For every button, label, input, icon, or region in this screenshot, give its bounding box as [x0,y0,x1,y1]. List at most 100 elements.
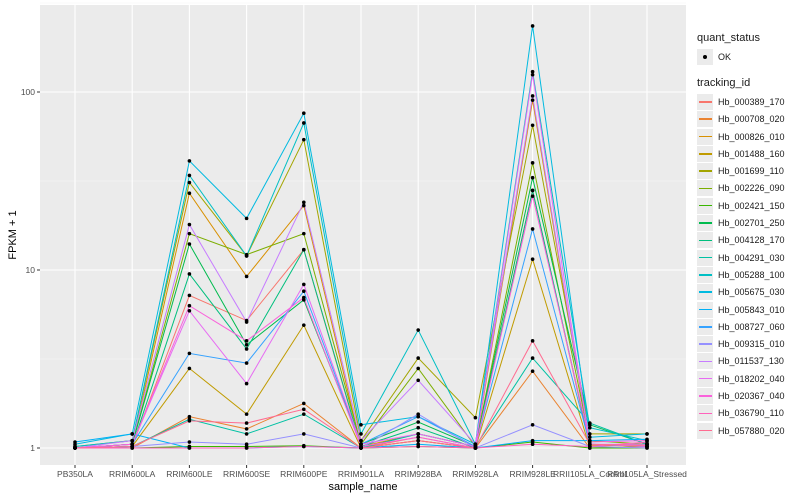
line-key-icon [698,412,712,415]
x-tick-label: RRIM928BA [395,469,443,479]
legend-item: Hb_001699_110 [697,162,785,180]
data-point [244,361,249,365]
data-point [416,444,421,449]
point-legend-title: quant_status [697,32,760,44]
data-point [416,425,421,430]
line-key-icon [698,326,712,328]
legend-item: Hb_005843_010 [697,301,785,318]
data-point [588,425,592,430]
data-point [302,295,306,300]
data-point [187,159,192,163]
plot-panel [40,5,686,465]
data-point [130,444,134,449]
legend-item: Hb_005288_100 [697,266,785,283]
data-point [244,274,249,279]
data-point [302,247,306,252]
data-point [359,423,363,427]
data-point [530,24,535,28]
data-point [244,442,249,447]
line-key-icon [698,118,712,120]
data-point [473,415,478,420]
x-axis-title: sample_name [328,481,397,493]
data-point [187,272,192,276]
line-key-icon [698,256,712,259]
line-key-icon [698,291,712,293]
data-point [130,432,134,436]
legend-item: Hb_002226_090 [697,180,785,197]
x-tick-label: RRII105LA_Control [553,469,627,479]
data-point [416,412,421,416]
data-point [645,440,649,444]
legend-item-ok: OK [697,48,785,65]
data-point [244,342,249,347]
data-point [645,443,649,448]
x-tick-label: RRIM600SE [223,469,271,479]
data-point [416,378,421,383]
data-point [244,339,249,343]
data-point [302,121,306,125]
data-point [244,421,249,425]
legend-item: Hb_000389_170 [697,93,785,110]
data-point [187,419,192,423]
line-key-icon [698,101,712,103]
x-tick-label: RRIM600PE [280,469,328,479]
line-key-icon [698,204,712,207]
data-point [302,444,306,449]
data-point [244,254,249,258]
x-tick-label: RRIM600LE [166,469,213,479]
x-tick-label: RRIM928LE [509,469,556,479]
data-point [530,339,535,343]
legend-item: Hb_057880_020 [697,422,785,439]
data-point [416,414,421,419]
legend-item: Hb_020367_040 [697,387,785,404]
data-point [530,369,535,374]
data-point [187,303,192,308]
data-point [530,72,535,77]
data-point [416,435,421,439]
data-point [302,203,306,208]
data-point [416,356,421,360]
data-point [187,191,192,196]
data-point [244,216,249,221]
data-point [302,231,306,236]
data-point [530,438,535,443]
data-point [645,432,649,436]
data-point [187,231,192,236]
y-axis-title: FPKM + 1 [7,210,19,259]
data-point [530,257,535,261]
data-point [530,98,535,102]
data-point [187,180,192,185]
data-point [187,173,192,178]
data-point [244,427,249,431]
data-point [73,440,77,444]
data-point [244,446,249,450]
line-key-icon [698,377,712,380]
data-point [187,351,192,356]
line-key-icon [698,343,712,345]
legend-item: Hb_004291_030 [697,249,785,266]
data-point [302,401,306,406]
data-point [187,293,192,298]
data-point [244,347,249,351]
y-tick-label: 100 [21,87,35,97]
data-point [187,446,192,450]
data-point [530,442,535,447]
data-point [530,356,535,360]
data-point [416,432,421,436]
legend-item: Hb_000708_020 [697,111,785,128]
x-tick-label: PB350LA [57,469,93,479]
legend-item: Hb_002701_250 [697,214,785,232]
data-point [302,323,306,327]
data-point [187,242,192,246]
data-point [530,123,535,128]
data-point [302,282,306,287]
data-point [244,432,249,436]
data-point [530,188,535,193]
legend-item: Hb_004128_170 [697,232,785,249]
data-point [530,94,535,98]
data-point [187,366,192,371]
legend-item: Hb_005675_030 [697,284,785,301]
data-point [302,432,306,436]
y-tick-label: 10 [26,265,36,275]
